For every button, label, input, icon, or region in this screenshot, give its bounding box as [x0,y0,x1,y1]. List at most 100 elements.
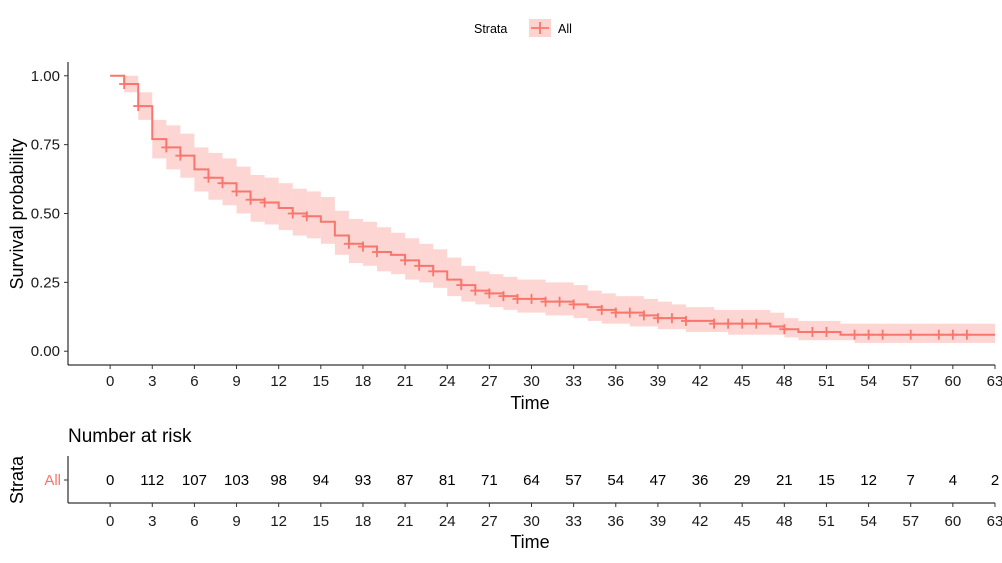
ci-band-step [264,177,279,225]
survival-plot-panel: 0.000.250.500.751.00 0 3 6 9 12 15 18 21 24 27 30 3… [7,62,1002,413]
main-x-tick-label: 9 [232,373,240,390]
censor-mark [568,299,579,310]
main-x-tick-label: 36 [607,373,624,390]
ci-band-step [531,279,546,313]
ci-band-step [377,227,392,272]
main-x-tick-label: 12 [270,373,287,390]
risk-value: 103 [224,472,249,489]
risk-value: 54 [607,472,624,489]
legend-title: Strata [474,22,507,36]
censor-mark [638,310,649,321]
censor-mark [357,241,368,252]
risk-x-tick-label: 51 [818,513,835,530]
ci-band-step [924,323,939,343]
ci-band-step [882,323,897,343]
censor-mark [863,329,874,340]
ci-band-step [714,309,729,332]
main-x-tick-label: 0 [106,373,114,390]
ci-band-step [629,296,644,327]
ci-band-step [966,323,981,343]
ci-band-step [770,312,785,335]
censor-mark [512,293,523,304]
risk-value: 64 [523,472,540,489]
main-x-tick-label: 27 [481,373,498,390]
ci-band-step [545,282,560,316]
confidence-band-layer [124,75,995,343]
risk-x-tick-label: 6 [190,513,198,530]
ci-band-step [657,301,672,330]
risk-x-tick-label: 27 [481,513,498,530]
ci-band-step [405,238,420,280]
ci-band-step [980,323,995,343]
main-x-tick-label: 42 [692,373,709,390]
risk-x-tick-label: 12 [270,513,287,530]
risk-value: 36 [692,472,709,489]
risk-x-tick-label: 24 [439,513,456,530]
censor-mark [400,255,411,266]
main-x-tick-label: 18 [355,373,372,390]
main-x-tick-label: 21 [397,373,414,390]
risk-x-tick-label: 3 [148,513,156,530]
risk-value: 4 [949,472,957,489]
ci-band-step [812,320,827,341]
main-x-tick-label: 60 [945,373,962,390]
risk-x-tick-label: 15 [312,513,329,530]
risk-table-title: Number at risk [68,426,192,447]
censor-mark [540,296,551,307]
ci-band-step [686,307,701,332]
ci-band-step [334,210,349,255]
ci-band-step [278,183,293,231]
ci-band-step [461,265,476,302]
ci-band-step [784,318,799,338]
main-x-tick-label: 6 [190,373,198,390]
ci-band-step [938,323,953,343]
ci-band-step [742,309,757,335]
censor-mark [119,79,130,90]
risk-x-tick-label: 39 [650,513,667,530]
main-x-tick-label: 63 [987,373,1002,390]
risk-x-tick-label: 9 [232,513,240,530]
censor-marks-layer [119,79,972,340]
risk-table-panel: Number at risk All Strata 0 112 107 103 98 94… [7,426,1002,552]
ci-band-step [601,293,616,324]
risk-x-tick-label: 63 [987,513,1002,530]
censor-mark [709,318,720,329]
main-x-tick-label: 24 [439,373,456,390]
risk-value: 87 [397,472,414,489]
censor-mark [779,324,790,335]
ci-band-step [910,323,925,343]
censor-mark [428,266,439,277]
ci-band-step [615,296,630,324]
risk-y-axis-title: Strata [7,455,27,504]
risk-strata-label-all: All [44,472,61,489]
ci-band-step [952,323,967,343]
censor-mark [133,101,144,112]
ci-band-step [320,196,335,244]
ci-band-step [728,309,743,335]
main-x-tick-label: 51 [818,373,835,390]
censor-mark [245,194,256,205]
censor-mark [456,280,467,291]
main-x-tick-label: 30 [523,373,540,390]
ci-band-step [868,323,883,343]
ci-band-step [798,320,813,341]
risk-value: 7 [907,472,915,489]
censor-mark [414,260,425,271]
risk-x-axis-title: Time [510,532,549,552]
censor-mark [652,313,663,324]
risk-value: 94 [312,472,329,489]
risk-value: 0 [106,472,114,489]
ci-band-step [306,191,321,239]
risk-value: 21 [776,472,793,489]
censor-mark [175,150,186,161]
ci-band-step [348,219,363,264]
risk-value: 107 [182,472,207,489]
censor-mark [231,186,242,197]
censor-mark [961,329,972,340]
legend-entry-all: All [558,22,572,36]
ci-band-step [475,271,490,305]
censor-mark [807,326,818,337]
main-x-tick-label: 48 [776,373,793,390]
main-y-tick-label: 0.50 [31,206,60,223]
censor-mark [610,307,621,318]
